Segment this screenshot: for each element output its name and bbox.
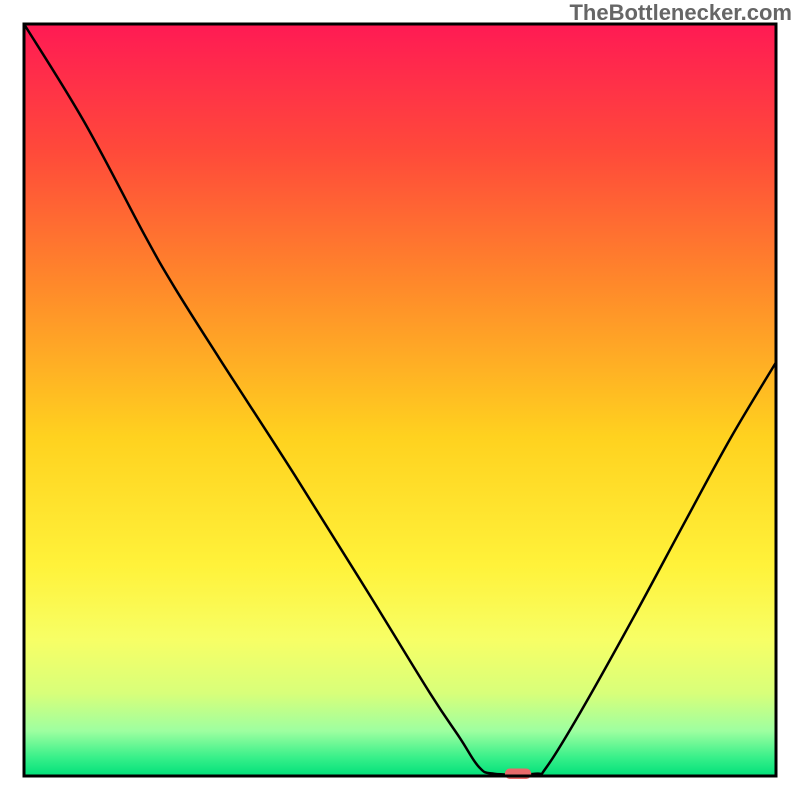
chart-gradient-bg <box>24 24 776 776</box>
watermark-text: TheBottlenecker.com <box>569 0 792 26</box>
